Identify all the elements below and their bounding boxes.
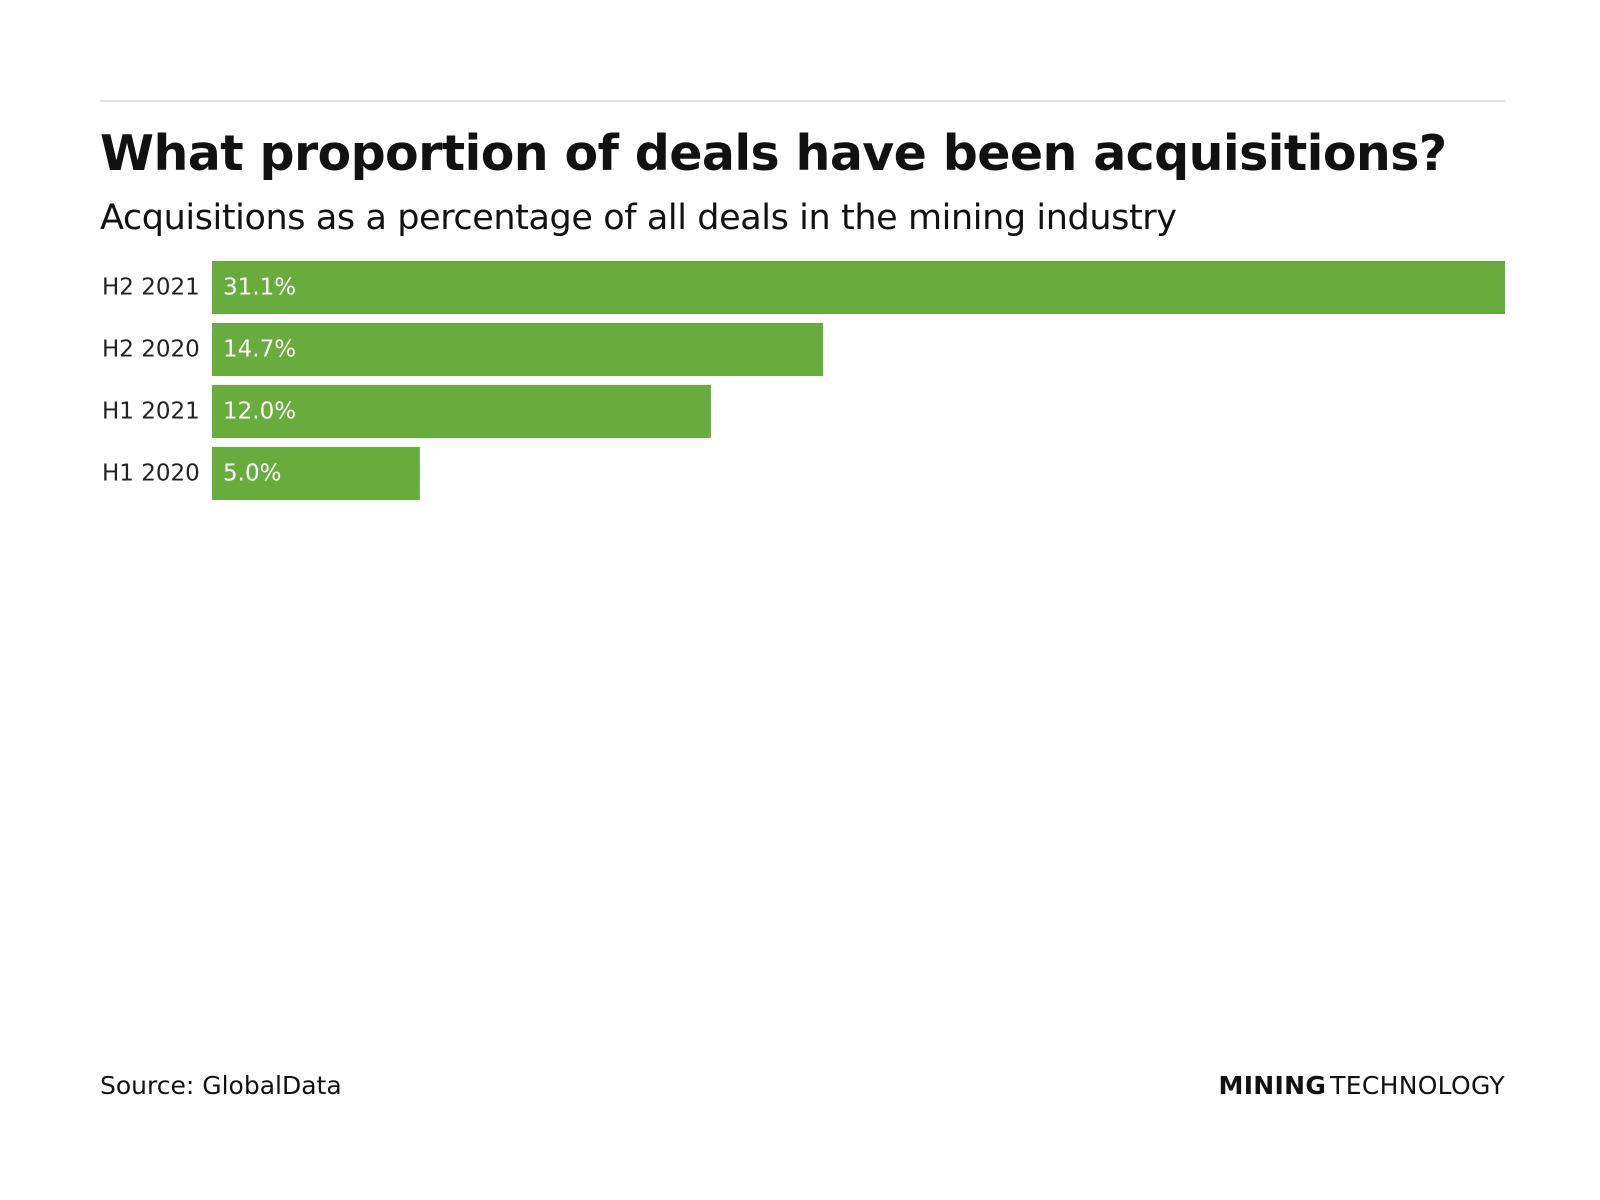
bar-h2-2020 <box>212 323 824 376</box>
category-label-h1-2021: H1 2021 <box>102 399 200 425</box>
category-label-h2-2020: H2 2020 <box>102 337 200 363</box>
bar-h1-2020 <box>212 447 420 500</box>
value-label-h2-2020: 14.7% <box>223 337 296 363</box>
category-label-h1-2020: H1 2020 <box>102 461 200 487</box>
value-label-h2-2021: 31.1% <box>223 275 296 301</box>
source-note: Source: GlobalData <box>100 1071 342 1100</box>
value-label-h1-2021: 12.0% <box>223 399 296 425</box>
value-label-h1-2020: 5.0% <box>223 461 281 487</box>
chart-subtitle: Acquisitions as a percentage of all deal… <box>100 198 1177 238</box>
top-divider <box>100 100 1505 102</box>
brand-logo-light-text: TECHNOLOGY <box>1330 1071 1505 1100</box>
chart-title: What proportion of deals have been acqui… <box>100 125 1447 182</box>
bar-h1-2021 <box>212 385 711 438</box>
brand-logo-bold-text: MINING <box>1218 1071 1327 1100</box>
bar-h2-2021 <box>212 261 1505 314</box>
category-label-h2-2021: H2 2021 <box>102 275 200 301</box>
brand-logo: MINING TECHNOLOGY <box>1219 1070 1505 1102</box>
